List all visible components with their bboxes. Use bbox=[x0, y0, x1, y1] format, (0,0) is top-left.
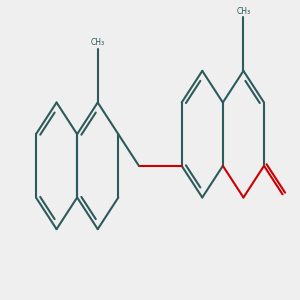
Text: CH₃: CH₃ bbox=[236, 7, 250, 16]
Text: CH₃: CH₃ bbox=[91, 38, 105, 47]
